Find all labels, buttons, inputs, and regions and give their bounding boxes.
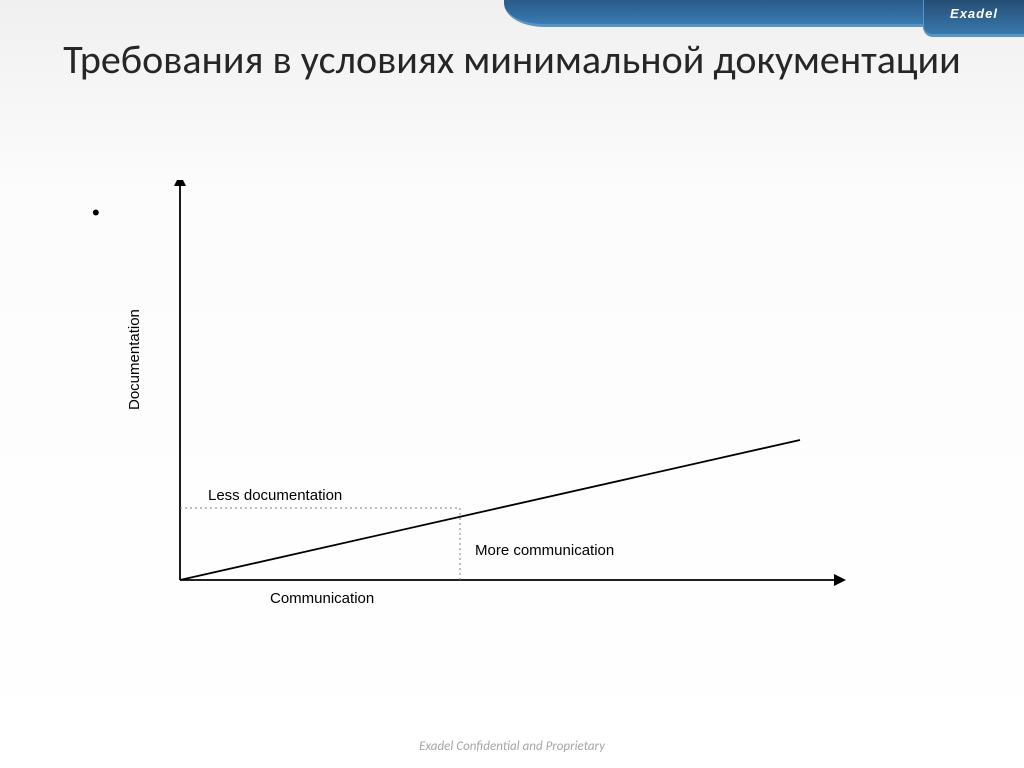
chart-line bbox=[180, 440, 800, 580]
page-title: Требования в условиях минимальной докуме… bbox=[0, 36, 1024, 85]
annotation-less-documentation: Less documentation bbox=[208, 487, 342, 504]
footer-text: Exadel Confidential and Proprietary bbox=[0, 739, 1024, 754]
y-axis-label: Documentation bbox=[126, 309, 143, 410]
bullet-dot: • bbox=[92, 200, 100, 226]
chart: Documentation Communication Less documen… bbox=[140, 180, 860, 620]
annotation-more-communication: More communication bbox=[475, 542, 614, 559]
x-axis-label: Communication bbox=[270, 590, 374, 607]
brand-logo: Exadel bbox=[923, 0, 1024, 37]
slide: Exadel Требования в условиях минимальной… bbox=[0, 0, 1024, 768]
